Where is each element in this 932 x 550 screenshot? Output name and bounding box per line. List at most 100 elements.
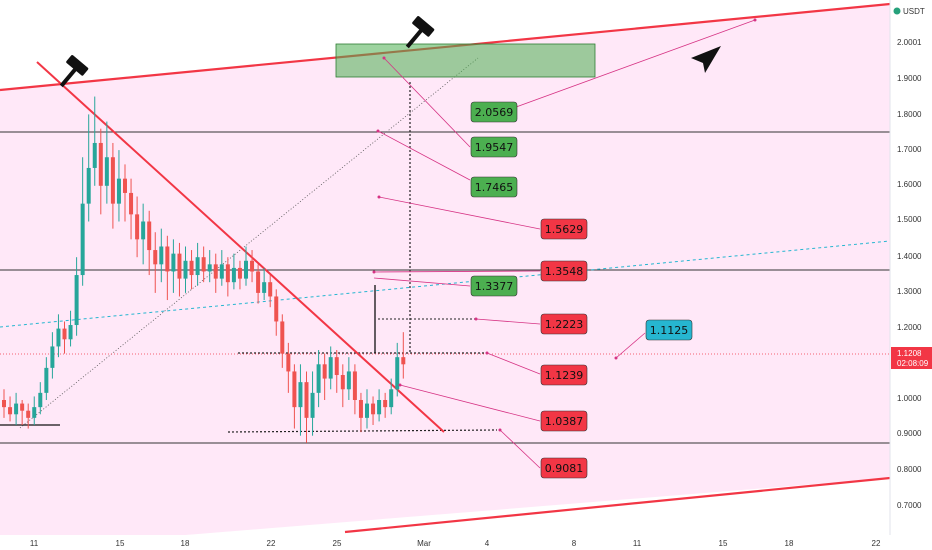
price-label-text: 1.5629 — [545, 223, 584, 236]
candle-body — [38, 392, 43, 408]
candle-body — [213, 264, 218, 279]
price-tick-label: 0.8000 — [897, 465, 922, 474]
candle-body — [286, 353, 291, 372]
candle-body — [159, 246, 164, 265]
time-tick-label: 11 — [30, 539, 39, 548]
candle-body — [110, 157, 115, 204]
time-tick-label: 15 — [719, 539, 728, 548]
target-zone — [335, 43, 596, 78]
current-price-value: 1.1208 — [897, 349, 922, 358]
price-label-text: 0.9081 — [545, 462, 584, 475]
candle-body — [274, 296, 279, 322]
candle-body — [116, 178, 121, 204]
candle-body — [334, 357, 339, 376]
price-tick-label: 1.0000 — [897, 394, 922, 403]
candle-body — [26, 410, 31, 418]
downtrend-line — [36, 61, 445, 433]
time-tick-label: 25 — [333, 539, 342, 548]
candle-body — [20, 403, 25, 411]
candle-body — [98, 142, 103, 186]
candle-body — [123, 178, 127, 193]
price-label-text: 1.0387 — [545, 415, 584, 428]
price-label: 1.0387 — [540, 410, 588, 432]
candle-body — [401, 357, 406, 365]
price-label: 2.0569 — [470, 101, 518, 123]
price-label: 1.3548 — [540, 260, 588, 282]
time-tick-label: 22 — [267, 539, 276, 548]
candle-body — [383, 400, 388, 408]
price-label: 1.3377 — [470, 275, 518, 297]
candle-body — [189, 260, 194, 276]
price-label-text: 1.1125 — [650, 324, 689, 337]
price-tick-label: 1.2000 — [897, 323, 922, 332]
candle-body — [377, 400, 382, 415]
candle-body — [2, 400, 6, 408]
candle-body — [104, 157, 109, 186]
candle-body — [340, 375, 345, 390]
price-axis[interactable] — [890, 0, 932, 550]
candle-body — [147, 221, 152, 251]
price-label: 1.9547 — [470, 136, 518, 158]
candle-body — [80, 203, 85, 276]
candle-body — [358, 400, 363, 418]
candle-body — [304, 382, 309, 418]
channel-fill — [0, 4, 890, 550]
candle-body — [262, 282, 267, 293]
label-connectors — [372, 18, 757, 469]
candle-body — [389, 389, 394, 408]
price-label-text: 1.1239 — [545, 369, 584, 382]
candle-body — [395, 357, 400, 390]
time-tick-label: 11 — [633, 539, 642, 548]
price-label-text: 1.2223 — [545, 318, 584, 331]
dashed-blue-line — [0, 240, 891, 328]
candle-body — [44, 367, 49, 393]
price-tick-label: 1.6000 — [897, 180, 922, 189]
price-tick-label: 1.3000 — [897, 287, 922, 296]
time-axis[interactable] — [0, 535, 890, 550]
quote-unit-label: USDT — [903, 7, 925, 16]
candle-body — [328, 357, 333, 379]
price-label-text: 2.0569 — [475, 106, 514, 119]
dotted-trend-line — [19, 57, 479, 429]
channel-lower-line — [344, 476, 891, 534]
price-label: 0.9081 — [540, 457, 588, 479]
candle-body — [250, 260, 255, 272]
candle-body — [74, 275, 79, 326]
candle-body — [346, 371, 351, 390]
candle-body — [310, 392, 315, 418]
price-label: 1.1125 — [645, 319, 693, 341]
candle-body — [135, 214, 140, 240]
price-tick-label: 1.9000 — [897, 74, 922, 83]
candle-body — [153, 250, 158, 265]
gavel-icon — [405, 16, 435, 49]
candle-body — [92, 142, 97, 168]
time-tick-label: Mar — [417, 539, 431, 548]
gavel-icon — [59, 55, 89, 88]
candle-body — [225, 264, 230, 283]
price-label-text: 1.7465 — [475, 181, 514, 194]
candle-body — [244, 260, 248, 279]
price-tick-label: 1.7000 — [897, 145, 922, 154]
currency-icon — [893, 7, 901, 15]
price-label-text: 1.3548 — [545, 265, 584, 278]
candle-body — [183, 260, 188, 279]
candle-body — [256, 271, 261, 293]
candle-body — [129, 192, 134, 215]
time-tick-label: 8 — [572, 539, 577, 548]
candle-body — [195, 257, 200, 276]
price-label: 1.2223 — [540, 313, 588, 335]
price-tick-label: 1.5000 — [897, 215, 922, 224]
candle-body — [165, 246, 170, 272]
candle-body — [371, 403, 376, 415]
time-axis-ticks: 11 15 18 22 25 Mar 4 8 11 15 18 22 — [30, 539, 881, 548]
arrow-cursor-icon — [691, 46, 721, 73]
price-label-text: 1.9547 — [475, 141, 514, 154]
price-label-text: 1.3377 — [475, 280, 514, 293]
price-tick-label: 0.7000 — [897, 501, 922, 510]
candle-body — [268, 282, 273, 297]
price-label: 1.7465 — [470, 176, 518, 198]
candle-body — [298, 382, 303, 408]
candle-body — [141, 221, 146, 240]
candlestick-series — [2, 96, 406, 443]
